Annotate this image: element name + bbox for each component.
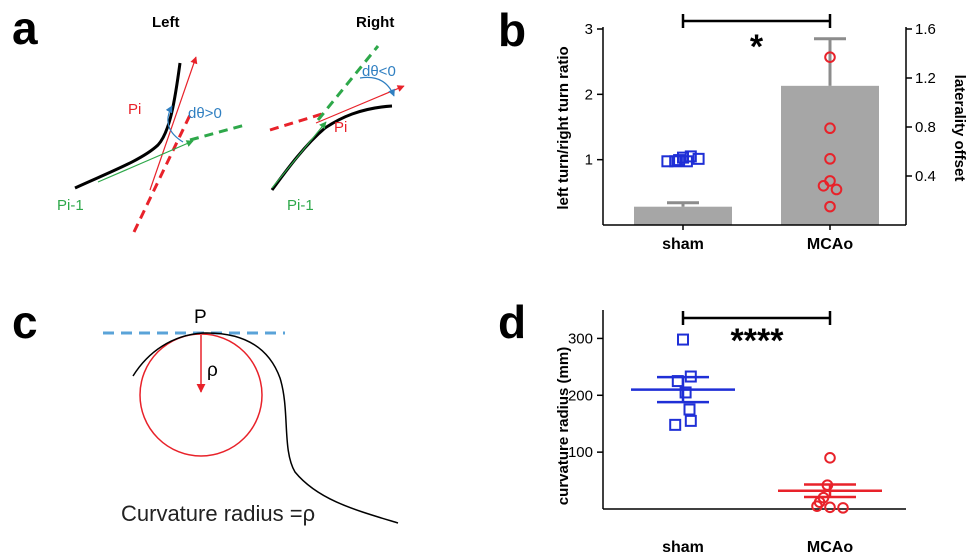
panel-a: a Left Right Pi Pi-1 dθ>0 Pi Pi-1 dθ<0 — [12, 2, 405, 233]
panel-b-y2-tick-label: 0.8 — [915, 119, 936, 136]
right-title: Right — [356, 14, 394, 31]
panel-b-label: b — [498, 4, 526, 56]
data-point-sham — [671, 375, 684, 388]
data-point-sham — [669, 418, 682, 431]
right-pi-1-label: Pi-1 — [287, 197, 314, 214]
data-point-mcao — [824, 452, 836, 464]
right-trajectory-curve — [270, 104, 393, 191]
data-point-sham — [683, 403, 696, 416]
data-point-mcao — [824, 200, 836, 213]
trajectory-curve-c — [132, 332, 399, 524]
data-point-sham — [677, 151, 689, 164]
data-point-mcao — [817, 180, 830, 192]
panel-b-y-tick-label: 3 — [585, 21, 593, 38]
right-turn-diagram: Pi Pi-1 dθ<0 — [269, 45, 405, 214]
panel-d-y-tick-label: 100 — [568, 444, 593, 461]
data-point-sham — [692, 152, 705, 165]
panel-b-y-tick-label: 2 — [585, 86, 593, 103]
left-green-vector-arrow — [97, 140, 194, 183]
panel-b-y2-axis-label: laterality offset — [951, 75, 968, 182]
panel-b-category-label-sham: sham — [662, 236, 704, 253]
left-angle-arc — [165, 105, 184, 143]
data-point-mcao — [824, 501, 836, 514]
panel-d-y-axis-label: curvature radius (mm) — [555, 347, 572, 505]
panel-b-y-tick-label: 1 — [585, 152, 593, 169]
data-point-mcao — [824, 122, 836, 135]
significance-star-b: * — [750, 28, 764, 66]
bar-mcao — [781, 85, 879, 225]
data-point-mcao — [824, 153, 836, 165]
left-red-vector-arrow — [149, 56, 198, 191]
panel-d: d curvature radius (mm) 100 200 300 sham MCA… — [498, 296, 906, 554]
panel-a-label: a — [12, 2, 38, 54]
panel-d-category-label-mcao: MCAo — [807, 539, 853, 554]
data-point-sham — [684, 414, 697, 427]
osculating-circle — [139, 333, 263, 457]
data-point-mcao — [830, 183, 843, 196]
left-turn-diagram: Pi Pi-1 dθ>0 — [57, 56, 246, 233]
rho-label: ρ — [207, 360, 218, 381]
data-point-mcao — [811, 500, 823, 512]
panel-d-y-tick-label: 200 — [568, 387, 593, 404]
panel-c: c P ρ Curvature radius =ρ — [12, 296, 399, 526]
panel-d-y-tick-label: 300 — [568, 330, 593, 347]
data-point-mcao — [824, 51, 836, 63]
left-pi-1-label: Pi-1 — [57, 197, 84, 214]
data-point-mcao — [837, 502, 849, 514]
point-p-label: P — [194, 307, 207, 328]
data-point-sham — [677, 333, 689, 346]
data-point-sham — [684, 370, 697, 383]
panel-d-label: d — [498, 296, 526, 348]
right-green-vector-arrow — [271, 121, 327, 189]
right-green-tangent — [316, 45, 380, 121]
left-green-tangent — [189, 123, 246, 142]
right-angle-arc — [359, 76, 395, 97]
panel-b-y2-tick-label: 1.2 — [915, 70, 936, 87]
data-point-sham — [673, 154, 686, 167]
panel-b-y2-tick-label: 0.4 — [915, 168, 936, 185]
data-point-sham — [680, 155, 693, 168]
left-angle-label: dθ>0 — [188, 105, 222, 122]
data-point-sham — [669, 155, 682, 168]
right-red-tangent — [269, 112, 323, 132]
curvature-radius-caption: Curvature radius =ρ — [121, 501, 315, 526]
right-angle-label: dθ<0 — [362, 63, 396, 80]
panel-b-y-axis-label: left turn/right turn ratio — [555, 46, 572, 209]
left-title: Left — [152, 14, 180, 31]
data-point-sham — [661, 155, 674, 168]
panel-c-label: c — [12, 296, 38, 348]
panel-b-y2-tick-label: 1.6 — [915, 21, 936, 38]
data-point-mcao — [821, 479, 834, 491]
panel-b: b left turn/right turn ratio laterality … — [498, 4, 968, 253]
bar-sham — [634, 206, 732, 225]
panel-b-category-label-mcao: MCAo — [807, 236, 853, 253]
left-trajectory-curve — [74, 62, 182, 190]
significance-stars-d: **** — [731, 322, 785, 360]
left-pi-label: Pi — [128, 101, 141, 118]
data-point-sham — [679, 386, 692, 399]
left-red-tangent — [132, 114, 192, 233]
panel-d-category-label-sham: sham — [662, 539, 704, 554]
right-pi-label: Pi — [334, 119, 347, 136]
